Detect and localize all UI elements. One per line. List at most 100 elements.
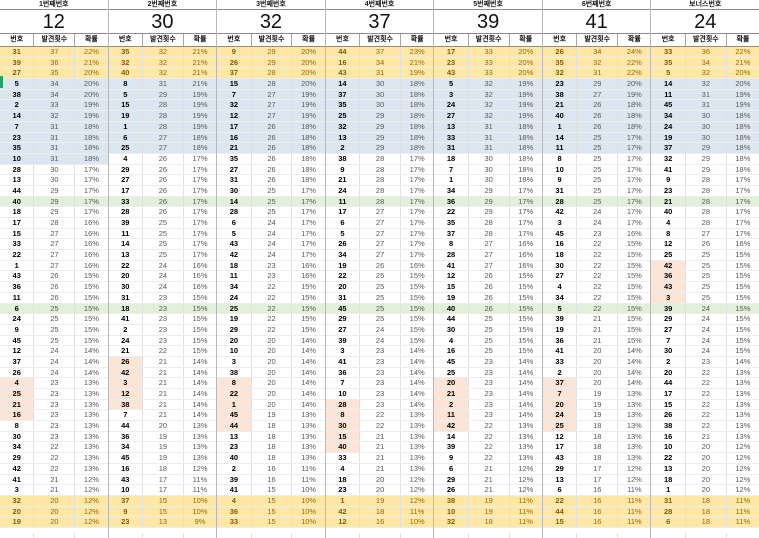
probability-cell[interactable]: 18% <box>292 143 325 153</box>
probability-cell[interactable]: 14% <box>83 346 99 356</box>
number-cell[interactable]: 36 <box>326 367 361 378</box>
number-cell[interactable]: 40 <box>434 303 469 314</box>
count-cell[interactable]: 31 <box>685 89 727 100</box>
count-cell[interactable]: 25 <box>252 185 293 196</box>
probability-cell[interactable]: 14% <box>409 378 425 388</box>
probability-cell[interactable]: 17% <box>626 185 642 195</box>
probability-cell[interactable]: 20% <box>75 79 108 89</box>
count-cell[interactable]: 29 <box>469 185 510 196</box>
count-cell[interactable]: 20 <box>34 495 76 506</box>
number-cell[interactable]: 45 <box>434 356 469 367</box>
probability-cell[interactable]: 13% <box>83 389 99 398</box>
probability-cell[interactable]: 17% <box>192 250 208 260</box>
count-cell[interactable]: 36 <box>34 57 76 68</box>
count-cell[interactable]: 25 <box>577 196 619 207</box>
probability-cell[interactable]: 18% <box>618 121 651 132</box>
number-cell[interactable]: 23 <box>434 57 469 68</box>
count-cell[interactable]: 23 <box>143 335 184 346</box>
number-cell[interactable]: 25 <box>542 421 578 431</box>
number-cell[interactable]: 21 <box>434 389 469 399</box>
number-cell[interactable]: 44 <box>0 185 35 196</box>
probability-cell[interactable]: 22% <box>75 47 108 57</box>
count-cell[interactable]: 20 <box>143 421 184 431</box>
count-cell[interactable]: 21 <box>469 463 510 474</box>
number-cell[interactable]: 12 <box>543 431 578 442</box>
probability-cell[interactable]: 13% <box>735 389 751 398</box>
count-cell[interactable]: 27 <box>34 250 76 260</box>
number-cell[interactable]: 2 <box>651 356 686 367</box>
number-cell[interactable]: 18 <box>326 474 361 485</box>
number-cell[interactable]: 23 <box>651 185 686 196</box>
count-cell[interactable]: 23 <box>469 399 510 410</box>
col-header-probability[interactable]: 확률 <box>410 36 424 43</box>
number-cell[interactable]: 15 <box>217 79 252 89</box>
count-cell[interactable]: 31 <box>34 132 76 143</box>
probability-cell[interactable]: 14% <box>192 399 208 409</box>
probability-cell[interactable]: 10% <box>292 506 325 517</box>
count-cell[interactable]: 31 <box>34 153 76 164</box>
number-cell[interactable]: 9 <box>326 164 361 175</box>
count-cell[interactable]: 25 <box>360 292 402 303</box>
probability-cell[interactable]: 20% <box>75 89 108 100</box>
probability-cell[interactable]: 12% <box>518 474 534 484</box>
probability-cell[interactable]: 17% <box>83 164 99 174</box>
probability-cell[interactable]: 10% <box>401 517 434 527</box>
number-cell[interactable]: 2 <box>434 399 469 410</box>
probability-cell[interactable]: 15% <box>626 271 642 281</box>
number-cell[interactable]: 26 <box>217 57 252 68</box>
probability-cell[interactable]: 13% <box>301 431 317 441</box>
number-cell[interactable]: 12 <box>325 517 361 527</box>
number-cell[interactable]: 2 <box>109 324 143 335</box>
count-cell[interactable]: 24 <box>143 271 184 282</box>
number-cell[interactable]: 6 <box>326 218 361 228</box>
number-cell[interactable]: 38 <box>108 399 143 410</box>
count-cell[interactable]: 24 <box>686 335 727 346</box>
number-cell[interactable]: 27 <box>543 271 578 282</box>
probability-cell[interactable]: 15% <box>626 260 642 270</box>
probability-cell[interactable]: 17% <box>292 196 325 207</box>
probability-cell[interactable]: 11% <box>192 474 208 484</box>
number-cell[interactable]: 16 <box>217 132 252 143</box>
count-cell[interactable]: 21 <box>143 399 184 410</box>
number-cell[interactable]: 37 <box>108 495 143 506</box>
number-cell[interactable]: 8 <box>0 421 35 431</box>
probability-cell[interactable]: 14% <box>518 378 534 388</box>
count-cell[interactable]: 31 <box>34 121 76 132</box>
count-cell[interactable]: 26 <box>34 271 76 282</box>
number-cell[interactable]: 38 <box>434 495 469 506</box>
probability-cell[interactable]: 12% <box>75 517 108 527</box>
count-cell[interactable]: 29 <box>468 196 510 207</box>
count-cell[interactable]: 37 <box>360 47 402 57</box>
number-cell[interactable]: 43 <box>109 474 143 485</box>
count-cell[interactable]: 25 <box>469 324 510 335</box>
count-cell[interactable]: 17 <box>577 463 619 474</box>
count-cell[interactable]: 32 <box>34 111 76 121</box>
number-cell[interactable]: 21 <box>217 143 252 153</box>
count-cell[interactable]: 23 <box>469 356 510 367</box>
count-cell[interactable]: 25 <box>577 185 619 196</box>
probability-cell[interactable]: 17% <box>301 185 317 195</box>
probability-cell[interactable]: 15% <box>626 324 642 334</box>
number-cell[interactable]: 33 <box>543 356 578 367</box>
count-cell[interactable]: 22 <box>469 421 510 431</box>
number-cell[interactable]: 1 <box>325 495 361 506</box>
number-cell[interactable]: 20 <box>0 506 35 517</box>
number-cell[interactable]: 9 <box>434 453 469 463</box>
col-header-number[interactable]: 번호 <box>217 34 252 46</box>
number-cell[interactable]: 12 <box>217 111 252 121</box>
probability-cell[interactable]: 19% <box>509 100 542 111</box>
number-cell[interactable]: 36 <box>434 196 469 207</box>
count-cell[interactable]: 26 <box>469 271 510 282</box>
probability-cell[interactable]: 17% <box>626 218 642 227</box>
number-cell[interactable]: 39 <box>0 57 35 68</box>
count-cell[interactable]: 29 <box>251 57 293 68</box>
probability-cell[interactable]: 11% <box>192 485 208 495</box>
number-cell[interactable]: 35 <box>108 47 143 57</box>
probability-cell[interactable]: 15% <box>409 324 425 334</box>
count-cell[interactable]: 26 <box>577 100 619 111</box>
number-cell[interactable]: 11 <box>434 410 469 421</box>
count-cell[interactable]: 26 <box>252 153 293 164</box>
number-cell[interactable]: 34 <box>0 442 35 453</box>
probability-cell[interactable]: 15% <box>735 250 751 260</box>
probability-cell[interactable]: 19% <box>183 89 217 100</box>
